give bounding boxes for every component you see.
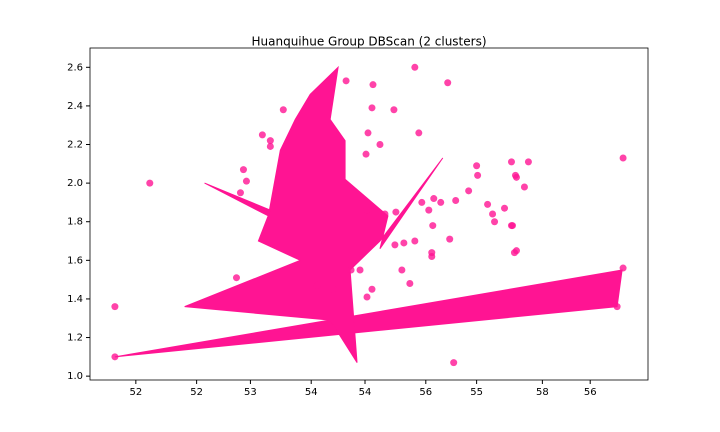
point (491, 218, 499, 226)
point (484, 200, 492, 208)
point (356, 266, 364, 274)
point (390, 106, 398, 114)
point (368, 285, 376, 293)
point (329, 285, 337, 293)
point (613, 303, 621, 311)
x-tick-label: 52 (129, 387, 142, 398)
y-tick-label: 1.0 (67, 371, 83, 382)
point (512, 173, 520, 181)
point (446, 235, 454, 243)
point (347, 266, 355, 274)
point (465, 187, 473, 195)
y-tick-label: 2.6 (67, 62, 83, 73)
y-tick-label: 1.4 (67, 294, 83, 305)
point (429, 222, 437, 230)
point (411, 237, 419, 245)
y-tick-label: 2.2 (67, 140, 83, 151)
point (400, 239, 408, 247)
chart-title: Huanquihue Group DBScan (2 clusters) (251, 35, 486, 49)
point (258, 131, 266, 139)
point (501, 204, 509, 212)
point (520, 183, 528, 191)
point (363, 206, 371, 214)
point (406, 279, 414, 287)
point (489, 210, 497, 218)
point (111, 303, 119, 311)
point (364, 129, 372, 137)
point (266, 137, 274, 145)
point (507, 158, 515, 166)
point (450, 359, 458, 367)
y-tick-label: 2.4 (67, 101, 83, 112)
x-tick-label: 56 (584, 387, 597, 398)
point (342, 77, 350, 85)
point (391, 241, 399, 249)
point (437, 198, 445, 206)
point (425, 206, 433, 214)
x-tick-label: 54 (359, 387, 372, 398)
point (474, 171, 482, 179)
point (232, 274, 240, 282)
point (239, 166, 247, 174)
x-tick-label: 55 (470, 387, 483, 398)
point (363, 293, 371, 301)
cluster-hull (114, 269, 623, 358)
point (242, 177, 250, 185)
point (398, 266, 406, 274)
point (392, 208, 400, 216)
point (376, 141, 384, 149)
plot-frame (89, 47, 649, 381)
point (266, 142, 274, 150)
x-tick-label: 56 (419, 387, 432, 398)
cluster-hull (184, 65, 444, 363)
y-tick-label: 1.2 (67, 333, 83, 344)
point (111, 353, 119, 361)
y-tick-label: 1.8 (67, 217, 83, 228)
point (381, 210, 389, 218)
x-tick-label: 53 (244, 387, 257, 398)
x-tick-label: 54 (305, 387, 318, 398)
point (418, 198, 426, 206)
x-tick-label: 58 (536, 387, 549, 398)
y-tick-label: 2.0 (67, 178, 83, 189)
point (368, 104, 376, 112)
point (473, 162, 481, 170)
point (507, 222, 515, 230)
point (146, 179, 154, 187)
point (444, 79, 452, 87)
point (430, 195, 438, 203)
y-tick-label: 1.6 (67, 255, 83, 266)
point (619, 154, 627, 162)
point (512, 247, 520, 255)
point (313, 281, 321, 289)
point (369, 81, 377, 89)
point (452, 196, 460, 204)
point (415, 129, 423, 137)
point (428, 252, 436, 260)
point (362, 150, 370, 158)
point (619, 264, 627, 272)
point (236, 189, 244, 197)
point (279, 106, 287, 114)
x-tick-label: 52 (190, 387, 203, 398)
point (524, 158, 532, 166)
point (411, 63, 419, 71)
